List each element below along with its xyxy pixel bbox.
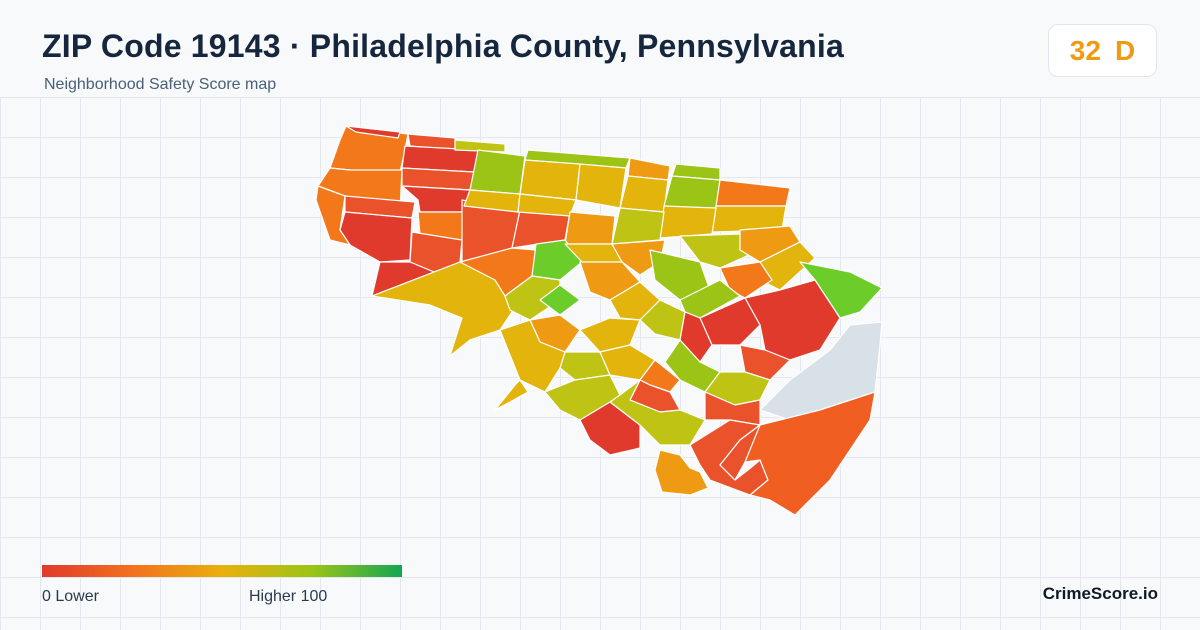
legend-color-scale — [42, 565, 402, 577]
score-value: 32 — [1069, 34, 1101, 66]
brand-logo-text: CrimeScore.io — [1042, 584, 1158, 603]
map-region[interactable] — [499, 319, 566, 393]
map-region[interactable] — [654, 449, 709, 496]
map-region[interactable] — [739, 344, 791, 381]
map-region[interactable] — [531, 239, 583, 281]
legend-max-label: Higher 100 — [249, 588, 328, 605]
map-region[interactable] — [494, 379, 529, 411]
map-region[interactable] — [519, 159, 581, 201]
map-region[interactable] — [315, 185, 351, 246]
map-region[interactable] — [659, 205, 717, 239]
map-region[interactable] — [454, 139, 506, 153]
map-region[interactable] — [739, 391, 876, 516]
page-subtitle: Neighborhood Safety Score map — [44, 76, 277, 93]
map-region[interactable] — [679, 279, 741, 319]
map-region[interactable] — [744, 279, 841, 361]
map-region[interactable] — [345, 125, 401, 139]
score-badge: 32 D — [1048, 24, 1157, 77]
map-region[interactable] — [539, 284, 581, 316]
score-grade: D — [1114, 34, 1136, 66]
map-region[interactable] — [469, 149, 526, 195]
map-region[interactable] — [719, 424, 761, 481]
map-region[interactable] — [611, 239, 666, 276]
map-region[interactable] — [639, 299, 686, 341]
map-region[interactable] — [715, 179, 791, 207]
map-region[interactable] — [679, 311, 713, 363]
page-title: ZIP Code 19143 · Philadelphia County, Pe… — [42, 28, 844, 64]
map-region[interactable] — [579, 317, 641, 353]
map-region[interactable] — [663, 175, 721, 211]
map-region[interactable] — [611, 207, 665, 245]
legend-min-label: 0 Lower — [42, 588, 99, 605]
map-region[interactable] — [564, 211, 616, 245]
map-region[interactable] — [339, 211, 413, 263]
map-region[interactable] — [575, 163, 627, 209]
map-region[interactable] — [619, 175, 669, 213]
